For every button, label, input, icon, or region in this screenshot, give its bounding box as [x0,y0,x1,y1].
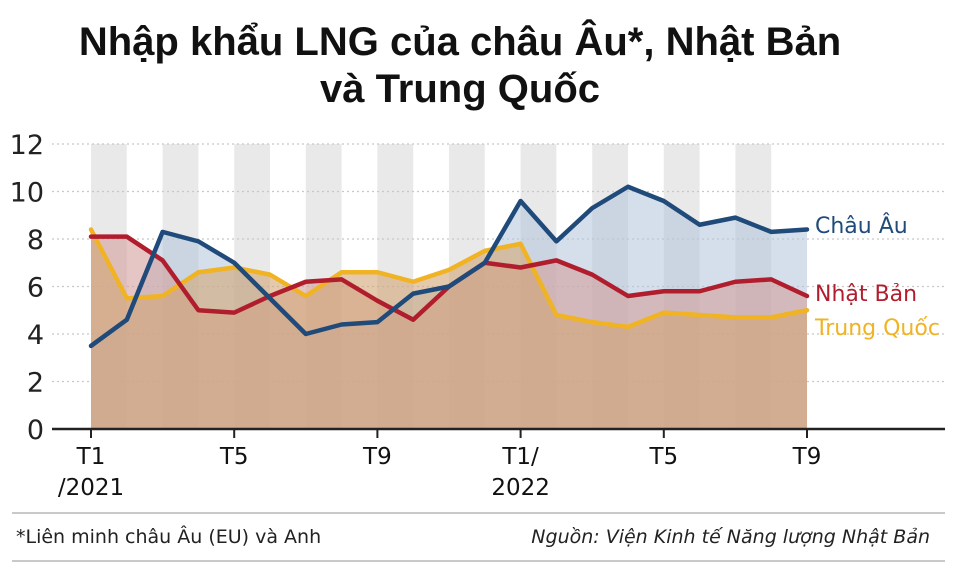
x-axis [52,427,945,438]
series-line [88,227,810,330]
footnote: *Liên minh châu Âu (EU) và Anh [16,525,321,548]
series-area [91,229,807,429]
series-areas [91,186,807,429]
source-note: Nguồn: Viện Kinh tế Năng lượng Nhật Bản [531,526,930,548]
x-tick-label: T1/2021 [58,444,124,501]
x-tick-label: T9 [362,444,392,470]
y-tick-label: 10 [10,178,44,209]
x-tick-label: T5 [219,444,249,470]
x-tick-label: T9 [792,444,822,470]
series-lines [88,184,810,349]
series-label: Nhật Bản [815,282,917,307]
series-line [88,184,810,349]
chart-title-line-2: và Trung Quốc [320,67,600,111]
x-tick-label: T1/2022 [491,444,550,501]
y-tick-label: 6 [27,273,44,304]
x-tick-labels: T1/2021 T5 T9 T1/2022 T5 T9 [58,444,821,501]
y-tick-label: 8 [27,225,44,256]
series-labels: Châu Âu Nhật Bản Trung Quốc [814,213,940,341]
chart-title-line-1: Nhập khẩu LNG của châu Âu*, Nhật Bản [79,18,841,64]
y-tick-labels: 0 2 4 6 8 10 12 [10,130,44,446]
y-tick-label: 2 [27,368,44,399]
series-label: Châu Âu [815,213,908,239]
y-tick-label: 0 [27,415,44,446]
y-tick-label: 4 [27,320,44,351]
chart-title: Nhập khẩu LNG của châu Âu*, Nhật Bản và … [79,18,841,111]
x-tick-label: T5 [648,444,678,470]
y-tick-label: 12 [10,130,44,161]
series-label: Trung Quốc [814,316,940,341]
